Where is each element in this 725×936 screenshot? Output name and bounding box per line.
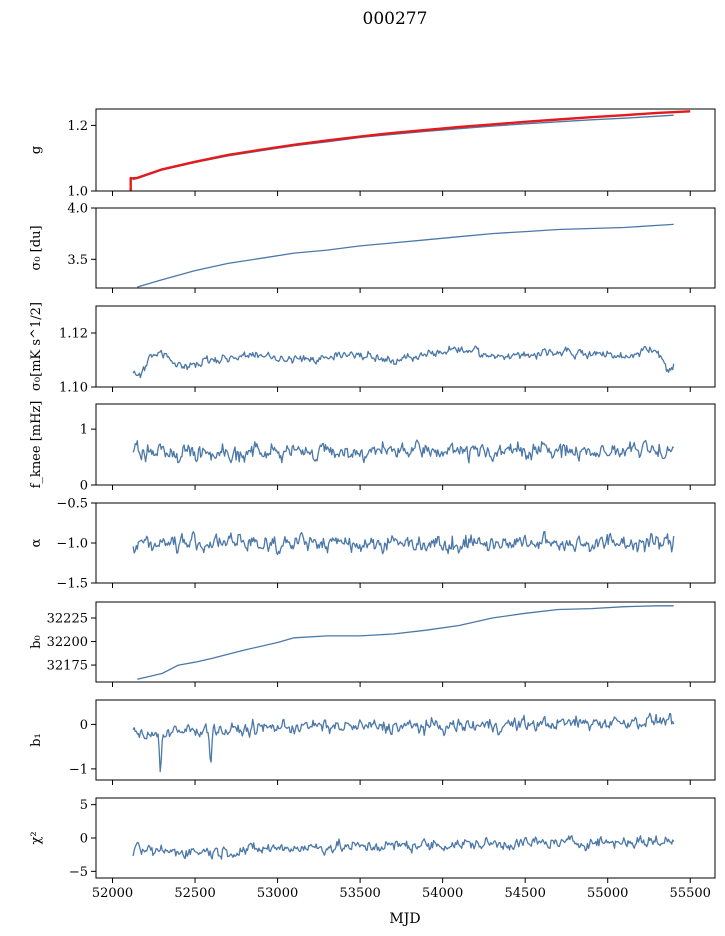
y-axis-label: σ₀[mK s^1/2] [29, 302, 44, 391]
y-tick-label: 4.0 [67, 202, 88, 217]
panel-8: −5 0 5 52000 52500 53000 53500 54000 54500 55000 5… [29, 797, 716, 901]
x-tick-label: 53500 [339, 886, 380, 901]
data-line [137, 605, 674, 680]
y-axis-label: σ₀ [du] [29, 225, 44, 270]
axes-frame [95, 207, 716, 289]
y-tick-label: 32225 [47, 612, 88, 627]
x-tick-label: 54500 [504, 886, 545, 901]
x-tick-label: 55000 [587, 886, 628, 901]
y-tick-label: 3.5 [67, 253, 88, 268]
y-tick-label: −1 [69, 762, 88, 777]
y-axis-label: b₀ [29, 635, 44, 649]
y-tick-label: −1.0 [56, 537, 88, 552]
y-axis-label: χ² [29, 831, 44, 844]
y-axis-label: f_knee [mHz] [29, 401, 44, 489]
y-tick-label: 1.10 [59, 381, 88, 396]
data-line [132, 114, 674, 181]
y-tick-label: 32175 [47, 659, 88, 674]
data-line [132, 835, 675, 860]
data-line [132, 345, 675, 379]
figure-title: 000277 [363, 9, 428, 29]
axes-frame [95, 601, 716, 683]
y-tick-label: 0 [80, 718, 88, 733]
y-axis-label: b₁ [29, 733, 44, 747]
x-tick-label: 52000 [92, 886, 133, 901]
x-axis-label: MJD [389, 911, 420, 927]
x-tick-label: 53000 [257, 886, 298, 901]
axes-frame [95, 108, 716, 192]
data-line [132, 530, 675, 556]
x-tick-label: 52500 [174, 886, 215, 901]
y-tick-label: 1 [80, 423, 88, 438]
y-tick-label: 1.12 [59, 327, 88, 342]
axes-frame [95, 797, 716, 879]
axes-frame [95, 699, 716, 781]
y-tick-label: −0.5 [56, 497, 88, 512]
panel-5: −1.5 −1.0 −0.5 α [29, 497, 716, 592]
data-line [132, 712, 675, 773]
data-line [137, 223, 674, 288]
y-tick-label: −1.5 [56, 577, 88, 592]
y-axis-label: g [29, 146, 44, 154]
x-tick-label: 54000 [422, 886, 463, 901]
axes-frame [95, 403, 716, 486]
y-tick-label: 1.0 [67, 185, 88, 200]
panels: 1.0 1.2 g 3.5 4.0 σ₀ [du] 1.10 1.12 σ₀[mK s^1/2]… [29, 108, 716, 901]
panel-3: 1.10 1.12 σ₀[mK s^1/2] [29, 302, 716, 396]
y-tick-label: 0 [80, 479, 88, 494]
panel-1: 1.0 1.2 g [29, 108, 716, 200]
y-tick-label: 1.2 [67, 119, 88, 134]
axes-frame [95, 305, 716, 388]
fit-line [129, 110, 691, 191]
panel-7: −1 0 b₁ [29, 699, 716, 785]
panel-2: 3.5 4.0 σ₀ [du] [29, 202, 716, 293]
x-tick-label: 55500 [670, 886, 711, 901]
y-tick-label: −5 [69, 865, 88, 880]
data-line [132, 439, 675, 464]
y-tick-label: 0 [80, 832, 88, 847]
y-axis-label: α [29, 538, 44, 547]
panel-4: 0 1 f_knee [mHz] [29, 401, 716, 494]
y-tick-label: 5 [80, 798, 88, 813]
y-tick-label: 32200 [47, 635, 88, 650]
